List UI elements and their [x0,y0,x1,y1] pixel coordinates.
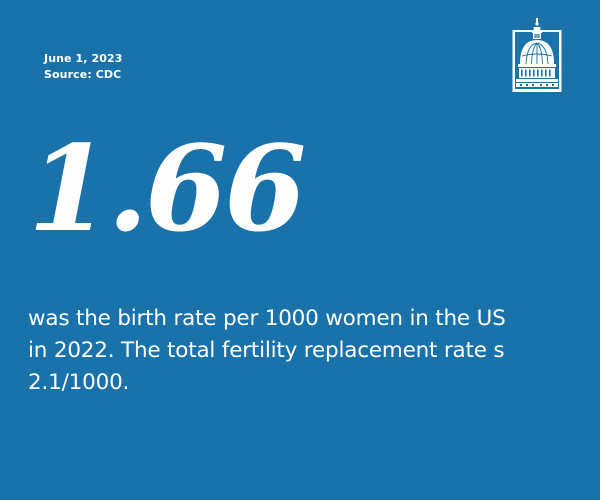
stat-description: was the birth rate per 1000 women in the… [28,303,573,399]
stat-value: 1.66 [28,119,306,258]
description-line: in 2022. The total fertility replacement… [28,338,505,363]
capitol-dome-icon [512,18,562,92]
description-line: 2.1/1000. [28,370,130,395]
source-text: Source: CDC [44,68,122,81]
date-text: June 1, 2023 [44,52,123,65]
meta-block: June 1, 2023 Source: CDC [44,51,123,83]
description-line: was the birth rate per 1000 women in the… [28,306,506,331]
